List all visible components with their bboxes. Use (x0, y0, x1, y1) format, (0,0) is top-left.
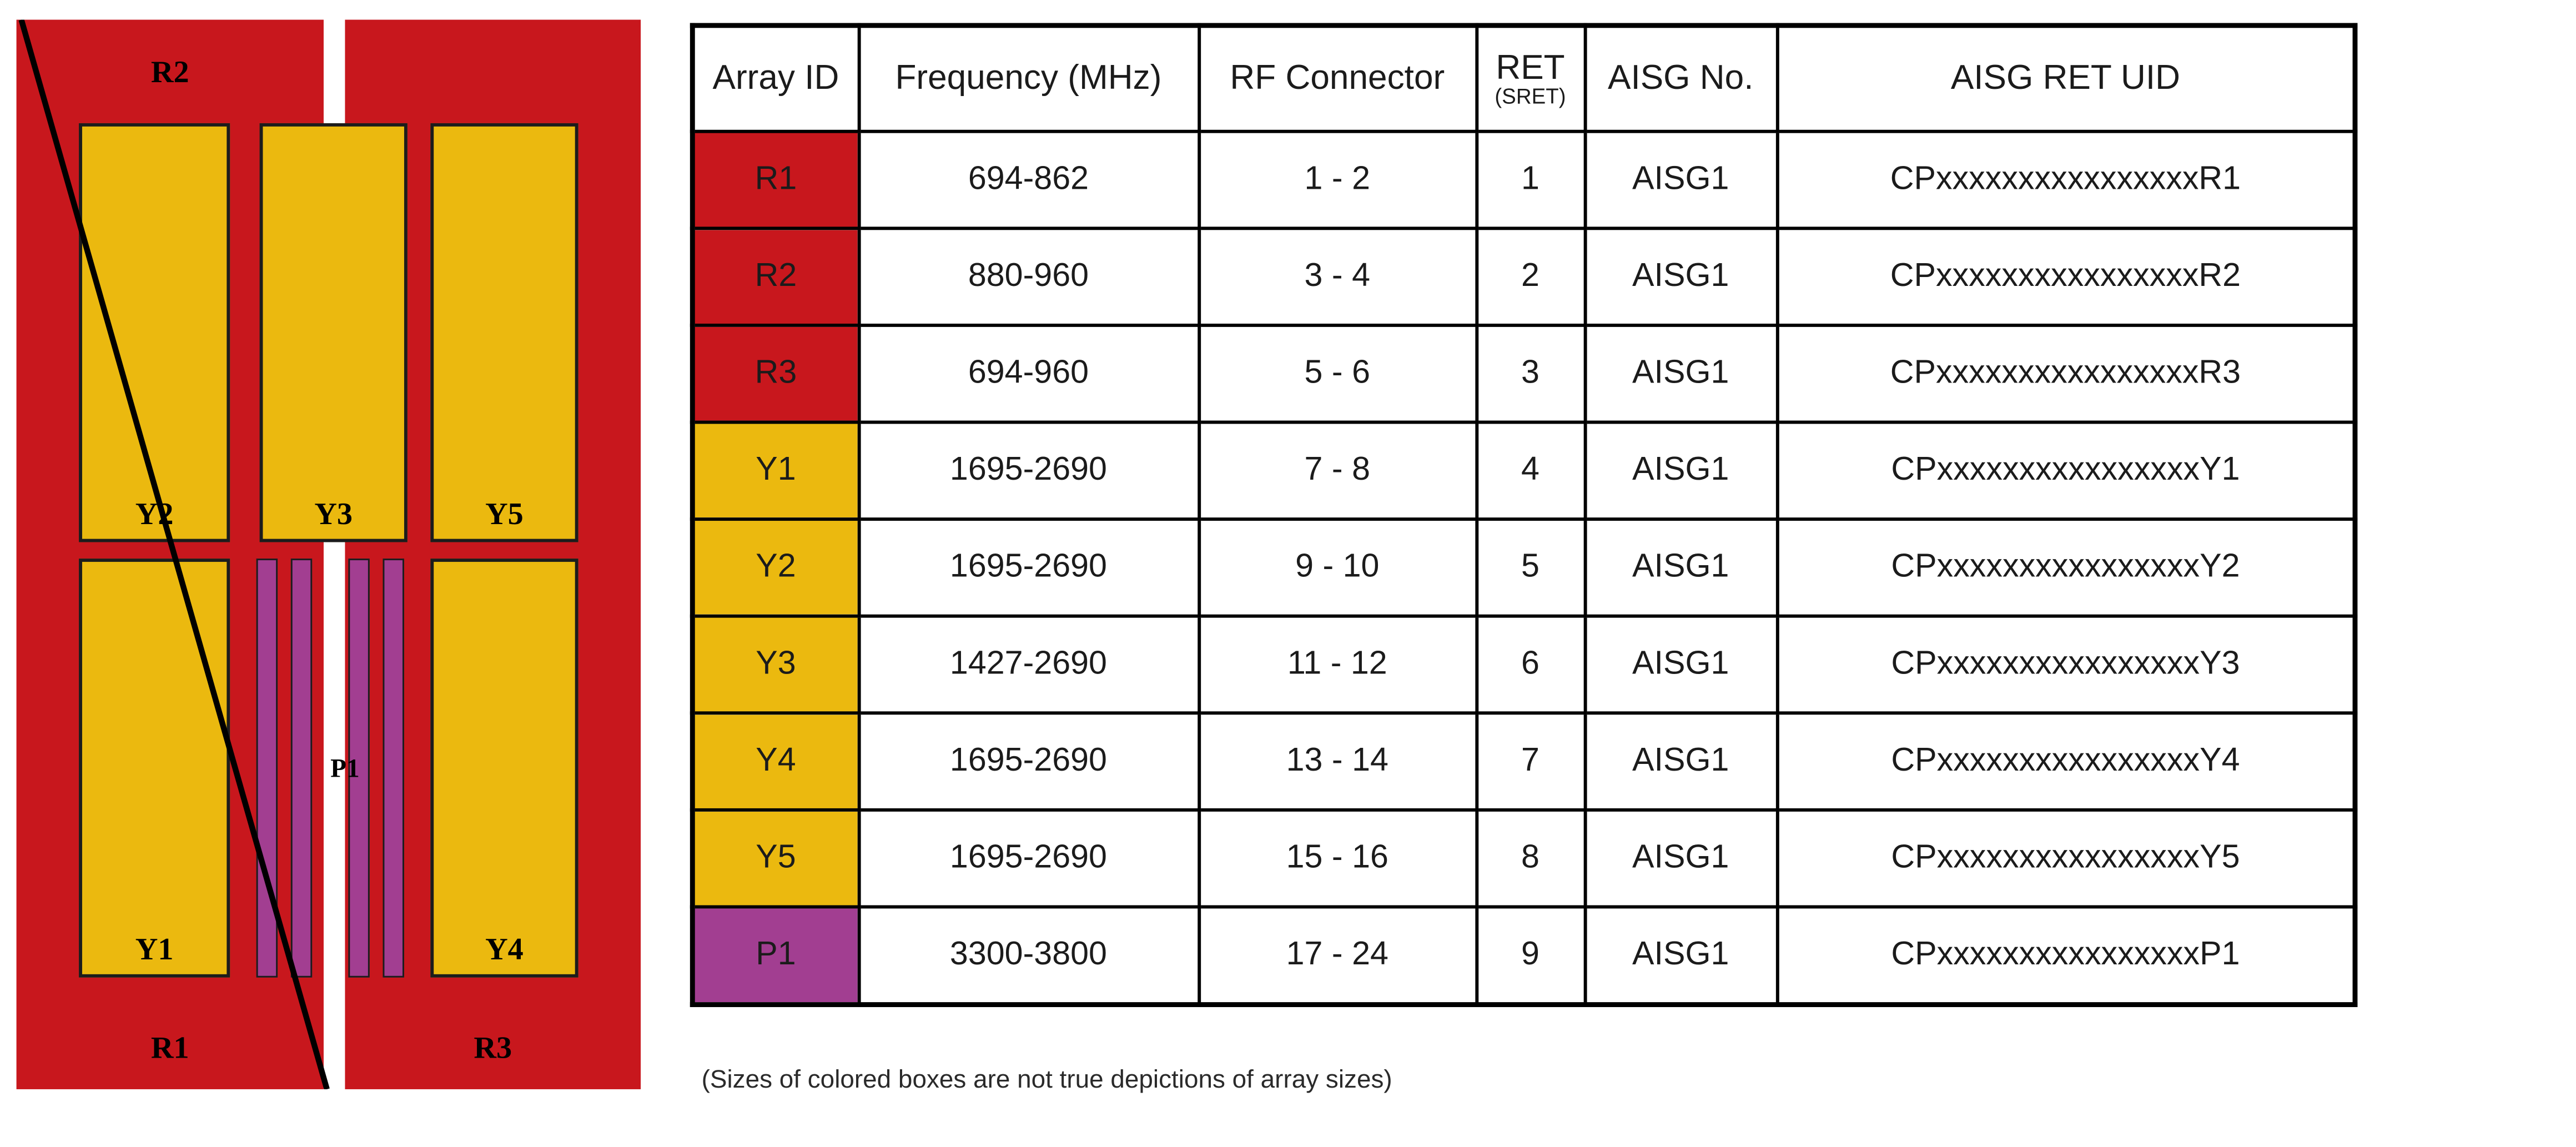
cell-array-id: P1 (691, 905, 861, 1007)
array-box-y1: Y1 (79, 559, 230, 978)
array-box-y2: Y2 (79, 123, 230, 542)
array-box-y3: Y3 (259, 123, 407, 542)
array-box-y4: Y4 (430, 559, 578, 978)
header-array-id: Array ID (691, 23, 861, 133)
array-label-r1: R1 (150, 1032, 189, 1066)
cell-frequency: 1695-2690 (857, 711, 1200, 812)
array-label-r3: R3 (474, 1032, 512, 1066)
array-strip-p1-4 (383, 559, 404, 978)
cell-ret: 3 (1474, 323, 1587, 424)
cell-ret: 9 (1474, 905, 1587, 1007)
cell-ret: 8 (1474, 808, 1587, 909)
cell-aisg-no: AISG1 (1583, 129, 1779, 230)
cell-aisg-ret-uid: CPxxxxxxxxxxxxxxxxY3 (1775, 614, 2357, 715)
cell-frequency: 694-960 (857, 323, 1200, 424)
table-row: Y4 1695-2690 13 - 14 7 AISG1 CPxxxxxxxxx… (691, 711, 2357, 812)
cell-frequency: 1427-2690 (857, 614, 1200, 715)
table-row: Y1 1695-2690 7 - 8 4 AISG1 CPxxxxxxxxxxx… (691, 420, 2357, 521)
array-label-r2: R2 (150, 56, 189, 90)
cell-aisg-ret-uid: CPxxxxxxxxxxxxxxxxY2 (1775, 517, 2357, 618)
header-aisg-ret-uid: AISG RET UID (1775, 23, 2357, 133)
cell-aisg-no: AISG1 (1583, 711, 1779, 812)
cell-aisg-ret-uid: CPxxxxxxxxxxxxxxxxY1 (1775, 420, 2357, 521)
cell-aisg-no: AISG1 (1583, 614, 1779, 715)
cell-ret: 2 (1474, 227, 1587, 327)
cell-rf-connector: 13 - 14 (1196, 711, 1478, 812)
array-strip-p1-3 (348, 559, 370, 978)
cell-array-id: Y5 (691, 808, 861, 909)
cell-aisg-ret-uid: CPxxxxxxxxxxxxxxxxR1 (1775, 129, 2357, 230)
size-disclaimer: (Sizes of colored boxes are not true dep… (701, 1066, 1392, 1094)
cell-rf-connector: 3 - 4 (1196, 227, 1478, 327)
cell-frequency: 694-862 (857, 129, 1200, 230)
header-ret-main: RET (1496, 48, 1565, 87)
array-label-y1: Y1 (135, 933, 174, 968)
cell-frequency: 1695-2690 (857, 808, 1200, 909)
header-aisg-no: AISG No. (1583, 23, 1779, 133)
cell-rf-connector: 17 - 24 (1196, 905, 1478, 1007)
table-row: R2 880-960 3 - 4 2 AISG1 CPxxxxxxxxxxxxx… (691, 227, 2357, 327)
table-section: Array ID Frequency (MHz) RF Connector RE… (690, 23, 2366, 1095)
cell-aisg-ret-uid: CPxxxxxxxxxxxxxxxxY5 (1775, 808, 2357, 909)
cell-aisg-no: AISG1 (1583, 517, 1779, 618)
cell-array-id: R3 (691, 323, 861, 424)
table-row: Y3 1427-2690 11 - 12 6 AISG1 CPxxxxxxxxx… (691, 614, 2357, 715)
cell-aisg-ret-uid: CPxxxxxxxxxxxxxxxxP1 (1775, 905, 2357, 1007)
header-ret: RET (SRET) (1474, 23, 1587, 133)
cell-rf-connector: 15 - 16 (1196, 808, 1478, 909)
cell-aisg-no: AISG1 (1583, 905, 1779, 1007)
table-row: P1 3300-3800 17 - 24 9 AISG1 CPxxxxxxxxx… (691, 905, 2357, 1007)
cell-frequency: 1695-2690 (857, 517, 1200, 618)
cell-ret: 1 (1474, 129, 1587, 230)
cell-aisg-ret-uid: CPxxxxxxxxxxxxxxxxY4 (1775, 711, 2357, 812)
cell-ret: 5 (1474, 517, 1587, 618)
cell-aisg-ret-uid: CPxxxxxxxxxxxxxxxxR2 (1775, 227, 2357, 327)
array-label-y3: Y3 (314, 497, 353, 532)
cell-ret: 4 (1474, 420, 1587, 521)
cell-ret: 7 (1474, 711, 1587, 812)
array-label-y5: Y5 (485, 497, 524, 532)
cell-aisg-no: AISG1 (1583, 420, 1779, 521)
array-label-y4: Y4 (485, 933, 524, 968)
cell-ret: 6 (1474, 614, 1587, 715)
table-header-row: Array ID Frequency (MHz) RF Connector RE… (691, 23, 2357, 133)
cell-frequency: 3300-3800 (857, 905, 1200, 1007)
cell-array-id: R1 (691, 129, 861, 230)
header-ret-sub: (SRET) (1495, 83, 1566, 108)
cell-frequency: 880-960 (857, 227, 1200, 327)
cell-array-id: Y3 (691, 614, 861, 715)
cell-rf-connector: 11 - 12 (1196, 614, 1478, 715)
antenna-array-diagram: R2 R1 R3 Y2 Y3 Y5 Y1 Y4 P1 (16, 19, 641, 1089)
table-row: R3 694-960 5 - 6 3 AISG1 CPxxxxxxxxxxxxx… (691, 323, 2357, 424)
array-port-table: Array ID Frequency (MHz) RF Connector RE… (690, 23, 2358, 1007)
array-strip-p1-1 (256, 559, 278, 978)
table-row: Y5 1695-2690 15 - 16 8 AISG1 CPxxxxxxxxx… (691, 808, 2357, 909)
cell-rf-connector: 1 - 2 (1196, 129, 1478, 230)
cell-aisg-no: AISG1 (1583, 808, 1779, 909)
cell-array-id: Y2 (691, 517, 861, 618)
cell-aisg-no: AISG1 (1583, 227, 1779, 327)
header-rf-connector: RF Connector (1196, 23, 1478, 133)
cell-aisg-no: AISG1 (1583, 323, 1779, 424)
cell-array-id: Y1 (691, 420, 861, 521)
cell-rf-connector: 9 - 10 (1196, 517, 1478, 618)
array-strip-p1-2 (290, 559, 313, 978)
header-frequency: Frequency (MHz) (857, 23, 1200, 133)
table-row: R1 694-862 1 - 2 1 AISG1 CPxxxxxxxxxxxxx… (691, 129, 2357, 230)
cell-array-id: R2 (691, 227, 861, 327)
cell-aisg-ret-uid: CPxxxxxxxxxxxxxxxxR3 (1775, 323, 2357, 424)
cell-array-id: Y4 (691, 711, 861, 812)
cell-rf-connector: 5 - 6 (1196, 323, 1478, 424)
array-box-y5: Y5 (430, 123, 578, 542)
cell-rf-connector: 7 - 8 (1196, 420, 1478, 521)
table-row: Y2 1695-2690 9 - 10 5 AISG1 CPxxxxxxxxxx… (691, 517, 2357, 618)
cell-frequency: 1695-2690 (857, 420, 1200, 521)
array-label-y2: Y2 (135, 497, 174, 532)
array-label-p1: P1 (330, 756, 360, 784)
